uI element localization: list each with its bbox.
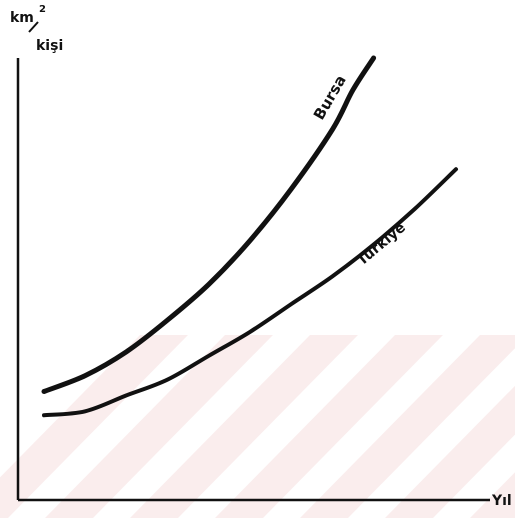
watermark-stripe [45, 335, 273, 518]
x-axis-label: Yıl [491, 493, 512, 509]
series-label-bursa: Bursa [310, 72, 350, 123]
watermark-stripes [0, 335, 515, 518]
y-axis-label-per-person: kişi [36, 38, 63, 54]
series-line-turkiye [42, 167, 458, 418]
series-label-turkiye: Türkiye [354, 220, 409, 269]
watermark-stripe [0, 335, 188, 518]
watermark-stripe [470, 472, 515, 518]
watermark-stripe [385, 385, 515, 518]
watermark-stripe [215, 335, 443, 518]
y-axis-label-slash [28, 21, 39, 33]
watermark-stripe [130, 335, 358, 518]
y-axis-label-unit: km [10, 10, 34, 26]
y-axis-label-superscript: 2 [39, 4, 46, 15]
series-line-bursa [41, 55, 377, 394]
watermark-stripe [300, 335, 515, 518]
